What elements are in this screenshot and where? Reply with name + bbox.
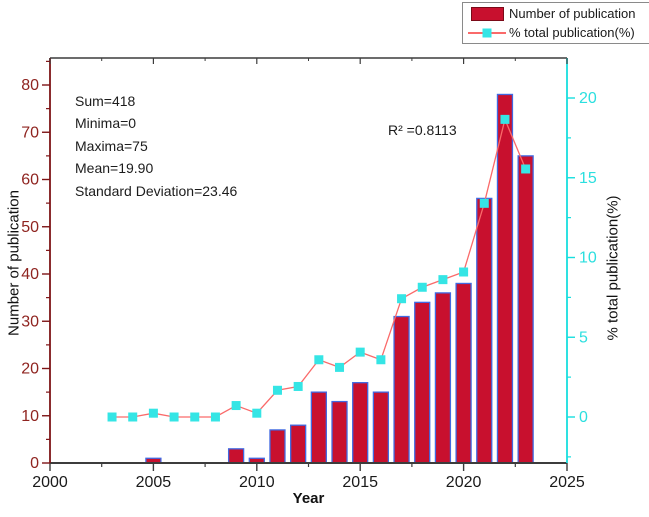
bar-2016 <box>372 391 390 464</box>
left-tick-label-70: 70 <box>21 124 39 141</box>
x-tick-label-2010: 2010 <box>239 474 275 491</box>
marker-2005 <box>148 408 158 418</box>
stats-line-sum: Sum=418 <box>75 93 136 109</box>
right-tick-label-10: 10 <box>579 250 597 267</box>
right-tick-label-0: 0 <box>579 409 588 426</box>
right-tick-label-20: 20 <box>579 90 597 107</box>
marker-2023 <box>521 164 531 174</box>
marker-2020 <box>459 267 469 277</box>
x-axis-title: Year <box>292 490 325 507</box>
marker-2022 <box>500 114 510 124</box>
bar-2019 <box>434 292 452 464</box>
x-tick-label-2020: 2020 <box>446 474 482 491</box>
right-axis-title: % total publication(%) <box>604 195 622 341</box>
marker-2008 <box>210 412 220 422</box>
bar-2017 <box>393 315 410 464</box>
bar-2014 <box>331 400 348 464</box>
legend-item-line: % total publication(%) <box>468 25 649 41</box>
marker-2007 <box>190 412 200 422</box>
marker-2013 <box>314 355 324 365</box>
bar-2011 <box>269 429 286 464</box>
bar-2012 <box>290 424 307 464</box>
bar-2021 <box>476 197 493 464</box>
bar-2023 <box>517 155 534 464</box>
bar-2009 <box>227 448 245 464</box>
stats-line-stdev: Standard Deviation=23.46 <box>75 182 238 199</box>
stats-annotation: Sum=418 Minima=0 Maxima=75 Mean=19.90 St… <box>75 90 237 202</box>
left-tick-label-80: 80 <box>21 77 39 94</box>
marker-2021 <box>479 198 489 208</box>
marker-2004 <box>128 412 138 422</box>
bar-2022 <box>496 93 514 464</box>
r-squared-annotation: R² =0.8113 <box>388 122 457 138</box>
left-tick-label-60: 60 <box>21 172 39 189</box>
marker-2012 <box>293 381 303 391</box>
left-tick-label-50: 50 <box>21 219 39 236</box>
bar-swatch-icon <box>470 6 504 21</box>
stats-line-minima: Minima=0 <box>75 115 137 132</box>
left-tick-label-10: 10 <box>21 408 39 425</box>
marker-2015 <box>355 347 365 357</box>
marker-2014 <box>335 362 345 372</box>
marker-2018 <box>417 282 427 292</box>
marker-2011 <box>272 385 282 395</box>
marker-2010 <box>252 408 262 418</box>
stats-line-mean: Mean=19.90 <box>75 160 154 177</box>
right-tick-label-15: 15 <box>579 170 597 187</box>
square-marker-icon <box>482 28 492 37</box>
x-tick-label-2000: 2000 <box>32 474 68 491</box>
left-tick-label-0: 0 <box>30 455 39 472</box>
marker-2017 <box>397 294 407 304</box>
stats-line-maxima: Maxima=75 <box>75 137 148 154</box>
bar-2013 <box>310 391 327 464</box>
marker-2009 <box>231 401 241 411</box>
left-tick-label-40: 40 <box>21 266 39 283</box>
x-tick-label-2015: 2015 <box>342 474 378 491</box>
legend-label-line: % total publication(%) <box>509 25 635 40</box>
bar-2015 <box>352 382 369 464</box>
marker-2006 <box>169 412 179 422</box>
bar-2018 <box>414 301 431 464</box>
left-tick-label-30: 30 <box>21 313 39 330</box>
x-tick-label-2025: 2025 <box>549 474 585 491</box>
marker-2016 <box>376 355 386 365</box>
right-tick-label-5: 5 <box>579 329 588 346</box>
x-tick-label-2005: 2005 <box>136 474 172 491</box>
marker-2019 <box>438 275 448 285</box>
legend-label-bars: Number of publication <box>509 6 636 21</box>
left-tick-label-20: 20 <box>21 361 39 378</box>
legend-item-bars: Number of publication <box>468 6 649 22</box>
bar-2020 <box>455 282 472 464</box>
legend: Number of publication % total publicatio… <box>462 2 649 44</box>
marker-2003 <box>107 412 117 422</box>
left-axis-title: Number of publication <box>5 190 23 336</box>
